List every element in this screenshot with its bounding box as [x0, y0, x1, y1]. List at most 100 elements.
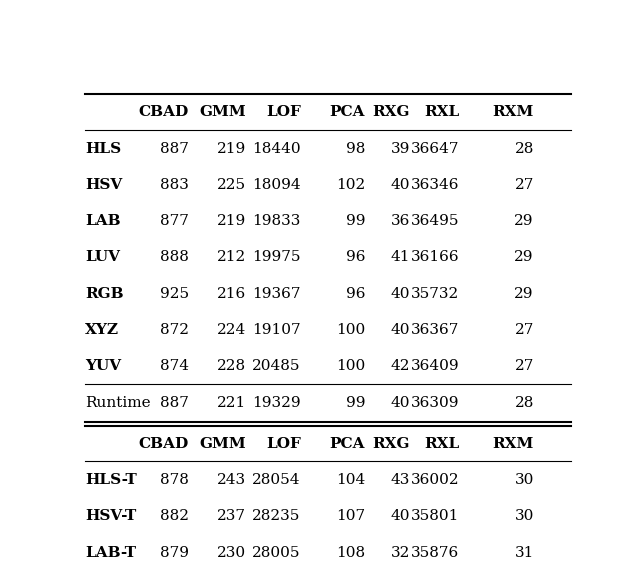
Text: PCA: PCA: [330, 437, 365, 451]
Text: 29: 29: [515, 287, 534, 301]
Text: RXM: RXM: [492, 437, 534, 451]
Text: GMM: GMM: [200, 105, 246, 119]
Text: 887: 887: [160, 396, 189, 410]
Text: 29: 29: [515, 250, 534, 265]
Text: 36309: 36309: [411, 396, 460, 410]
Text: 36367: 36367: [411, 323, 460, 337]
Text: 28: 28: [515, 396, 534, 410]
Text: 36495: 36495: [411, 214, 460, 228]
Text: 40: 40: [390, 509, 410, 523]
Text: 40: 40: [390, 287, 410, 301]
Text: LAB: LAB: [85, 214, 120, 228]
Text: RXL: RXL: [424, 105, 460, 119]
Text: HLS-T: HLS-T: [85, 473, 137, 487]
Text: 225: 225: [217, 178, 246, 192]
Text: 887: 887: [160, 141, 189, 156]
Text: 42: 42: [390, 360, 410, 373]
Text: 219: 219: [217, 141, 246, 156]
Text: 18440: 18440: [252, 141, 301, 156]
Text: RXL: RXL: [424, 437, 460, 451]
Text: 925: 925: [160, 287, 189, 301]
Text: 35801: 35801: [411, 509, 460, 523]
Text: 237: 237: [217, 509, 246, 523]
Text: 19107: 19107: [252, 323, 301, 337]
Text: 35732: 35732: [411, 287, 460, 301]
Text: 31: 31: [515, 546, 534, 559]
Text: LOF: LOF: [266, 105, 301, 119]
Text: 243: 243: [217, 473, 246, 487]
Text: 883: 883: [160, 178, 189, 192]
Text: 40: 40: [390, 178, 410, 192]
Text: 27: 27: [515, 178, 534, 192]
Text: Runtime: Runtime: [85, 396, 150, 410]
Text: 28054: 28054: [252, 473, 301, 487]
Text: LOF: LOF: [266, 437, 301, 451]
Text: 28005: 28005: [252, 546, 301, 559]
Text: HLS: HLS: [85, 141, 121, 156]
Text: 30: 30: [515, 473, 534, 487]
Text: CBAD: CBAD: [139, 437, 189, 451]
Text: 878: 878: [160, 473, 189, 487]
Text: 221: 221: [217, 396, 246, 410]
Text: 100: 100: [336, 323, 365, 337]
Text: RGB: RGB: [85, 287, 124, 301]
Text: 19367: 19367: [252, 287, 301, 301]
Text: 40: 40: [390, 323, 410, 337]
Text: 219: 219: [217, 214, 246, 228]
Text: 30: 30: [515, 509, 534, 523]
Text: 107: 107: [336, 509, 365, 523]
Text: 96: 96: [346, 250, 365, 265]
Text: RXG: RXG: [372, 437, 410, 451]
Text: GMM: GMM: [200, 437, 246, 451]
Text: 99: 99: [346, 214, 365, 228]
Text: 872: 872: [160, 323, 189, 337]
Text: 28: 28: [515, 141, 534, 156]
Text: 879: 879: [160, 546, 189, 559]
Text: 874: 874: [160, 360, 189, 373]
Text: 28235: 28235: [252, 509, 301, 523]
Text: 99: 99: [346, 396, 365, 410]
Text: 96: 96: [346, 287, 365, 301]
Text: 43: 43: [390, 473, 410, 487]
Text: 36: 36: [390, 214, 410, 228]
Text: 212: 212: [217, 250, 246, 265]
Text: 19329: 19329: [252, 396, 301, 410]
Text: 19975: 19975: [252, 250, 301, 265]
Text: 877: 877: [160, 214, 189, 228]
Text: 20485: 20485: [252, 360, 301, 373]
Text: 41: 41: [390, 250, 410, 265]
Text: 32: 32: [390, 546, 410, 559]
Text: 36409: 36409: [411, 360, 460, 373]
Text: CBAD: CBAD: [139, 105, 189, 119]
Text: XYZ: XYZ: [85, 323, 119, 337]
Text: 882: 882: [160, 509, 189, 523]
Text: 27: 27: [515, 323, 534, 337]
Text: LAB-T: LAB-T: [85, 546, 136, 559]
Text: PCA: PCA: [330, 105, 365, 119]
Text: 108: 108: [336, 546, 365, 559]
Text: YUV: YUV: [85, 360, 121, 373]
Text: 36647: 36647: [411, 141, 460, 156]
Text: RXG: RXG: [372, 105, 410, 119]
Text: 35876: 35876: [411, 546, 460, 559]
Text: 98: 98: [346, 141, 365, 156]
Text: HSV: HSV: [85, 178, 122, 192]
Text: 27: 27: [515, 360, 534, 373]
Text: 40: 40: [390, 396, 410, 410]
Text: HSV-T: HSV-T: [85, 509, 136, 523]
Text: 36002: 36002: [411, 473, 460, 487]
Text: 230: 230: [217, 546, 246, 559]
Text: 36166: 36166: [411, 250, 460, 265]
Text: 102: 102: [336, 178, 365, 192]
Text: 224: 224: [217, 323, 246, 337]
Text: 19833: 19833: [252, 214, 301, 228]
Text: 104: 104: [336, 473, 365, 487]
Text: 228: 228: [217, 360, 246, 373]
Text: RXM: RXM: [492, 105, 534, 119]
Text: 100: 100: [336, 360, 365, 373]
Text: 18094: 18094: [252, 178, 301, 192]
Text: 888: 888: [160, 250, 189, 265]
Text: 216: 216: [217, 287, 246, 301]
Text: 39: 39: [390, 141, 410, 156]
Text: LUV: LUV: [85, 250, 120, 265]
